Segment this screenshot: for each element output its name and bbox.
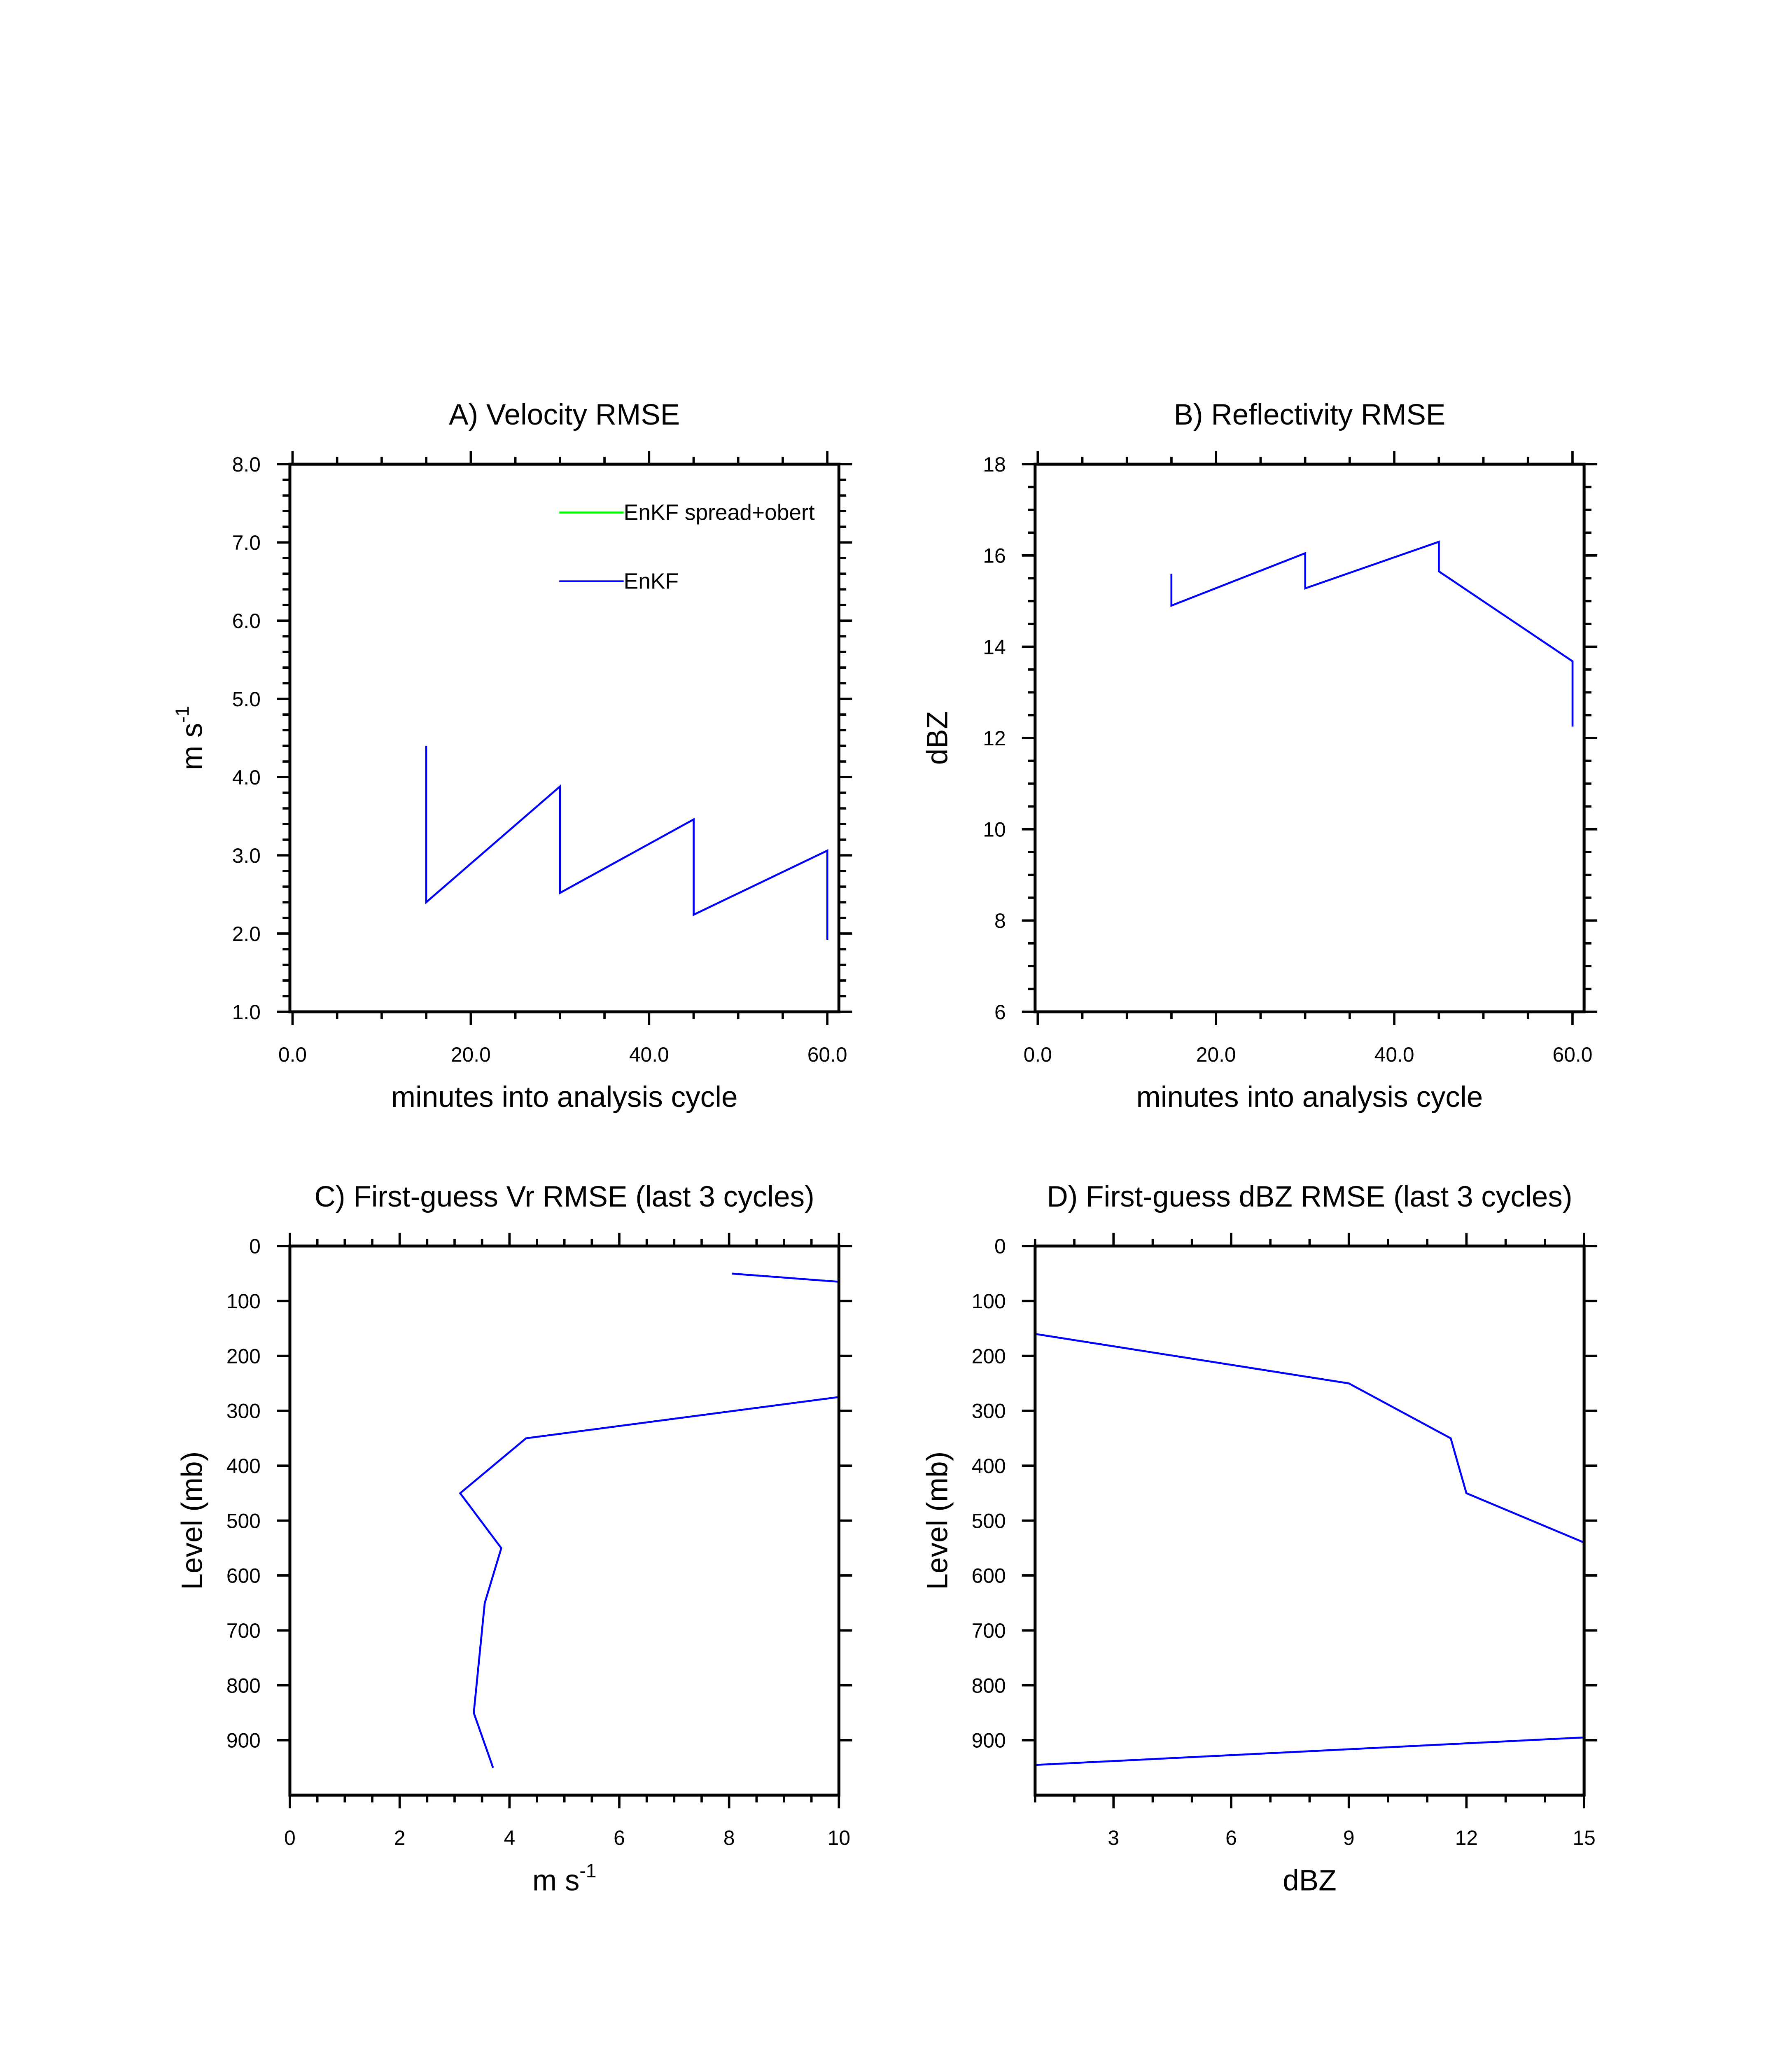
x-axis-label: minutes into analysis cycle xyxy=(391,1081,738,1114)
x-tick-label: 40.0 xyxy=(629,1043,669,1066)
x-axis-label-sup: -1 xyxy=(579,1860,596,1881)
y-tick-label: 400 xyxy=(226,1454,261,1478)
y-axis-label-sup: -1 xyxy=(172,706,193,723)
x-axis-label-text: dBZ xyxy=(1283,1864,1336,1897)
x-tick-label: 0.0 xyxy=(278,1043,307,1066)
x-tick-label: 10 xyxy=(828,1826,850,1849)
x-tick-label: 6 xyxy=(614,1826,625,1849)
y-axis-label: dBZ xyxy=(921,711,954,765)
y-tick-label: 10 xyxy=(983,818,1006,841)
x-tick-label: 12 xyxy=(1455,1826,1478,1849)
x-tick-label: 60.0 xyxy=(1553,1043,1593,1066)
y-tick-label: 0 xyxy=(994,1235,1006,1258)
y-tick-label: 500 xyxy=(226,1509,261,1532)
y-axis-label: m s-1 xyxy=(172,706,209,770)
x-axis-label-text: m s xyxy=(532,1864,580,1897)
x-tick-label: 20.0 xyxy=(1196,1043,1236,1066)
y-axis-label-text: dBZ xyxy=(921,711,954,765)
y-axis-label-text: Level (mb) xyxy=(176,1452,209,1590)
y-tick-label: 100 xyxy=(972,1290,1006,1313)
y-tick-label: 7.0 xyxy=(232,531,261,554)
panel-a: A) Velocity RMSE 0.0 20.0 40.0 60.0 1.0 2.0 3.0… xyxy=(172,399,852,1114)
y-tick-label: 100 xyxy=(226,1290,261,1313)
x-tick-label: 20.0 xyxy=(451,1043,491,1066)
x-tick-label: 6 xyxy=(1225,1826,1237,1849)
y-axis-label-text: Level (mb) xyxy=(921,1452,954,1590)
y-tick-label: 900 xyxy=(972,1729,1006,1752)
x-axis-label: m s-1 xyxy=(532,1860,597,1897)
y-tick-label: 18 xyxy=(983,453,1006,476)
y-tick-label: 300 xyxy=(972,1400,1006,1423)
y-tick-label: 600 xyxy=(972,1564,1006,1587)
y-axis-label: Level (mb) xyxy=(176,1452,209,1590)
x-axis-label-text: minutes into analysis cycle xyxy=(391,1081,738,1114)
chart-title: A) Velocity RMSE xyxy=(449,399,680,431)
y-tick-label: 8.0 xyxy=(232,453,261,476)
x-tick-label: 2 xyxy=(394,1826,406,1849)
chart-title: C) First-guess Vr RMSE (last 3 cycles) xyxy=(315,1181,814,1213)
x-tick-label: 4 xyxy=(504,1826,515,1849)
series-line-enkf xyxy=(732,1272,839,1283)
y-tick-label: 14 xyxy=(983,635,1006,658)
x-tick-label: 9 xyxy=(1343,1826,1355,1849)
y-tick-label: 200 xyxy=(972,1345,1006,1368)
x-tick-label: 3 xyxy=(1108,1826,1119,1849)
x-tick-label: 8 xyxy=(723,1826,735,1849)
panel-b: B) Reflectivity RMSE 0.0 20.0 40.0 60.0 6 8 10 1… xyxy=(921,399,1598,1114)
y-tick-label: 6 xyxy=(994,1001,1006,1024)
x-axis-label: minutes into analysis cycle xyxy=(1136,1081,1483,1114)
y-axis-label: Level (mb) xyxy=(921,1452,954,1590)
legend-label: EnKF xyxy=(624,569,679,593)
y-tick-label: 700 xyxy=(226,1619,261,1642)
plot-frame xyxy=(288,462,840,1013)
x-tick-label: 15 xyxy=(1573,1826,1595,1849)
y-tick-label: 6.0 xyxy=(232,609,261,633)
x-tick-label: 0.0 xyxy=(1024,1043,1052,1066)
plot-frame xyxy=(1034,462,1586,1013)
y-tick-label: 12 xyxy=(983,727,1006,750)
y-tick-label: 600 xyxy=(226,1564,261,1587)
y-tick-label: 400 xyxy=(972,1454,1006,1478)
x-axis-label: dBZ xyxy=(1283,1864,1336,1897)
plot-area xyxy=(1035,1333,1584,1766)
y-tick-label: 300 xyxy=(226,1400,261,1423)
series-line-enkf xyxy=(1035,1736,1584,1766)
legend-label: EnKF spread+obert xyxy=(624,500,815,525)
y-tick-label: 8 xyxy=(994,909,1006,932)
x-tick-label: 0 xyxy=(284,1826,296,1849)
plot-area: EnKF spread+obert EnKF xyxy=(425,500,828,940)
series-line-enkf xyxy=(459,1396,839,1768)
y-tick-label: 1.0 xyxy=(232,1001,261,1024)
y-tick-label: 3.0 xyxy=(232,844,261,867)
plot-frame xyxy=(1034,1244,1586,1797)
plot-frame xyxy=(288,1244,840,1797)
panel-d: D) First-guess dBZ RMSE (last 3 cycles) 3… xyxy=(921,1181,1598,1897)
y-tick-label: 4.0 xyxy=(232,766,261,789)
x-axis-label-text: minutes into analysis cycle xyxy=(1136,1081,1483,1114)
y-tick-label: 500 xyxy=(972,1509,1006,1532)
y-tick-label: 200 xyxy=(226,1345,261,1368)
y-axis-label-text: m s xyxy=(176,723,209,770)
plot-area xyxy=(1170,540,1574,727)
y-tick-label: 800 xyxy=(226,1674,261,1697)
chart-title: B) Reflectivity RMSE xyxy=(1174,399,1446,431)
plot-area xyxy=(459,1272,839,1768)
chart-title: D) First-guess dBZ RMSE (last 3 cycles) xyxy=(1047,1181,1572,1213)
series-line-enkf xyxy=(1170,540,1574,727)
y-tick-label: 800 xyxy=(972,1674,1006,1697)
y-tick-label: 0 xyxy=(249,1235,261,1258)
y-tick-label: 2.0 xyxy=(232,922,261,945)
series-line-enkf xyxy=(1035,1333,1584,1544)
panel-c: C) First-guess Vr RMSE (last 3 cycles) 0 2… xyxy=(176,1181,852,1897)
series-line-enkf xyxy=(425,745,828,940)
x-tick-label: 40.0 xyxy=(1374,1043,1414,1066)
y-tick-label: 700 xyxy=(972,1619,1006,1642)
y-tick-label: 16 xyxy=(983,544,1006,567)
x-tick-label: 60.0 xyxy=(807,1043,847,1066)
y-tick-label: 5.0 xyxy=(232,688,261,711)
y-tick-label: 900 xyxy=(226,1729,261,1752)
